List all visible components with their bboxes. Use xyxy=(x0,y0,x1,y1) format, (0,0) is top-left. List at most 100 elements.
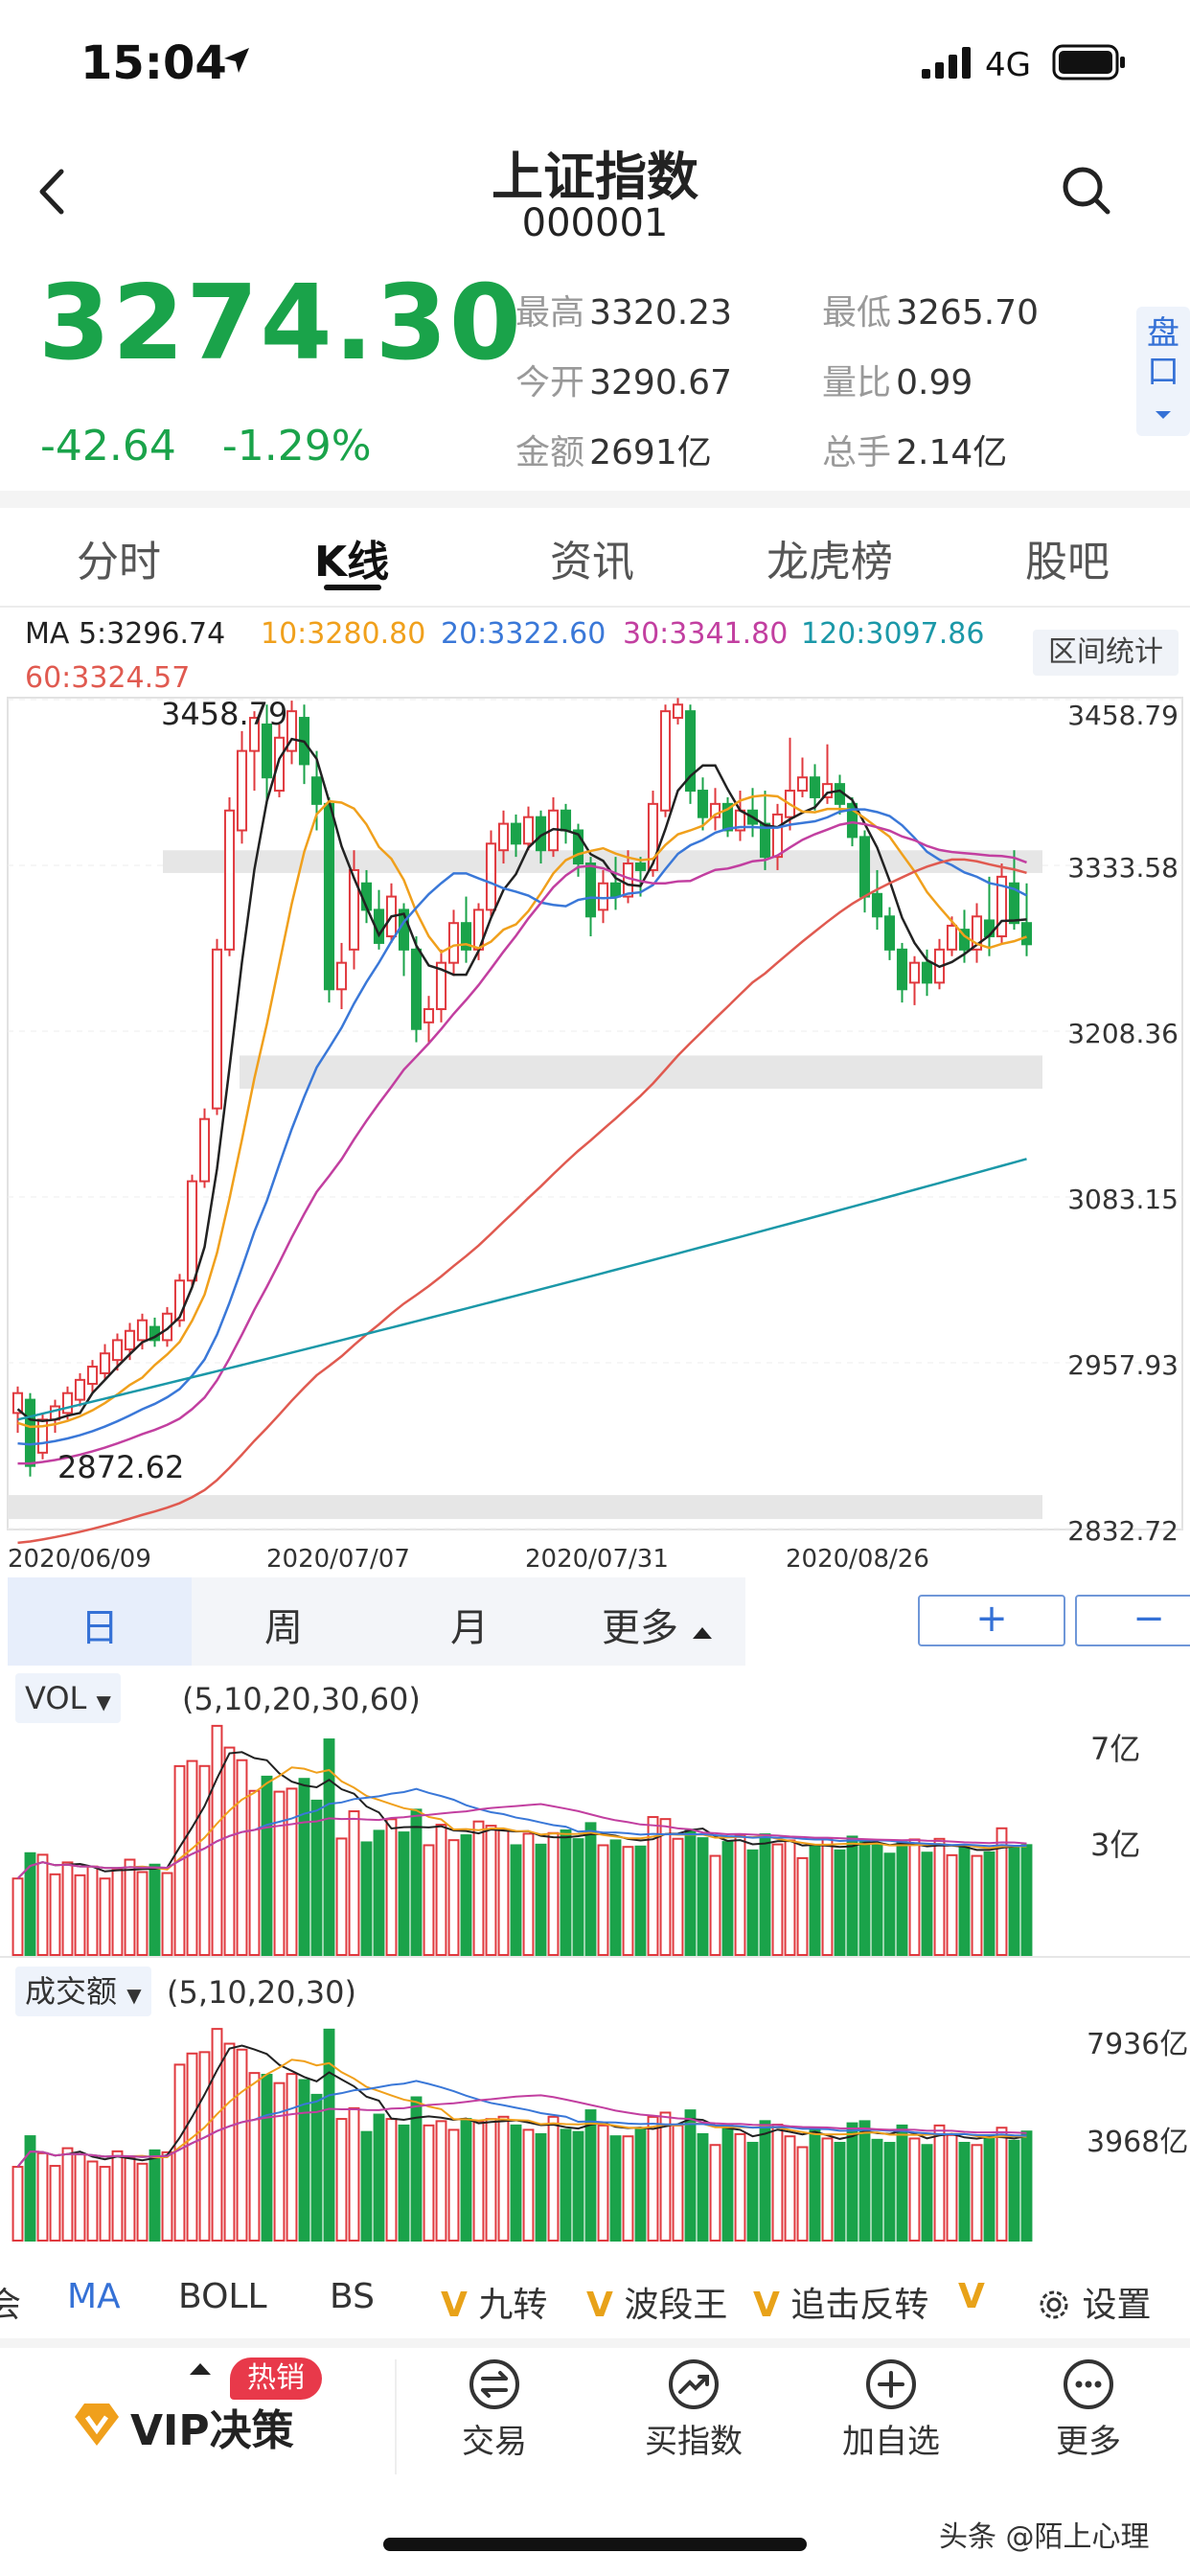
amount-bar xyxy=(136,2162,149,2242)
period-day-tab[interactable]: 日 xyxy=(80,1606,119,1650)
volume-bar xyxy=(771,1843,784,1956)
gear-icon xyxy=(1040,2290,1068,2319)
vol-indicator-select[interactable]: VOL ▼ xyxy=(15,1673,121,1723)
indicator-boll[interactable]: BOLL xyxy=(178,2277,267,2316)
range-stats-button[interactable]: 区间统计 xyxy=(1033,630,1179,676)
search-button[interactable] xyxy=(1054,158,1121,225)
period-week-tab[interactable]: 周 xyxy=(264,1606,303,1650)
amount-bar xyxy=(597,2124,609,2242)
amount-bar xyxy=(323,2028,335,2242)
volume-bar xyxy=(1008,1847,1020,1956)
amount-bar xyxy=(771,2124,784,2242)
settings-button[interactable]: 设置 xyxy=(1037,2277,1151,2327)
location-arrow-icon xyxy=(224,48,249,73)
amount-bar xyxy=(746,2141,759,2242)
volume-bar xyxy=(1020,1844,1033,1956)
candle-down xyxy=(560,809,572,832)
volume-bar xyxy=(423,1844,435,1956)
indicator-ma[interactable]: MA xyxy=(67,2277,121,2316)
amount-bar xyxy=(124,2156,136,2242)
amount-bar xyxy=(709,2144,721,2242)
buy-index-button[interactable]: 买指数 xyxy=(598,2358,790,2482)
volume-bar xyxy=(161,1872,173,1956)
pankou-button[interactable]: 盘口 xyxy=(1136,307,1190,436)
candle-up xyxy=(111,1339,124,1362)
volume-bar xyxy=(111,1868,124,1956)
indicator-jiuzhuan[interactable]: V 九转 xyxy=(441,2286,548,2325)
candle-up xyxy=(971,915,983,951)
amount-bar xyxy=(211,2028,223,2242)
amount-bar xyxy=(111,2150,124,2242)
vip-decision-button[interactable]: 热销 VIP决策 xyxy=(57,2338,383,2482)
volume-bar xyxy=(883,1852,896,1956)
candle-up xyxy=(173,1279,186,1322)
volume-ma-line xyxy=(16,1766,1027,1879)
home-indicator[interactable] xyxy=(383,2538,807,2551)
more-label: 更多 xyxy=(1056,2423,1121,2461)
amount-bar xyxy=(447,2128,460,2242)
amount-bar xyxy=(460,2118,472,2242)
amount-bar xyxy=(697,2132,709,2242)
candle-up xyxy=(497,822,510,852)
candle-up xyxy=(198,1117,211,1183)
tab-news[interactable]: 资讯 xyxy=(550,538,634,586)
candle-down xyxy=(697,790,709,818)
amount-bar xyxy=(286,2073,298,2242)
add-watchlist-button[interactable]: 加自选 xyxy=(795,2358,987,2482)
candle-down xyxy=(684,710,697,793)
tab-guba[interactable]: 股吧 xyxy=(1025,538,1110,586)
chevron-left-icon xyxy=(39,169,64,215)
volume-bar xyxy=(995,1827,1008,1956)
indicator-item[interactable]: 会 xyxy=(0,2286,22,2325)
more-button[interactable]: 更多 xyxy=(993,2358,1184,2482)
amount-bar xyxy=(385,2118,398,2242)
amount-bar xyxy=(584,2109,597,2242)
volume-bar xyxy=(535,1843,547,1956)
volume-bar xyxy=(136,1871,149,1956)
x-tick-label: 2020/06/09 xyxy=(8,1545,151,1572)
candle-down xyxy=(24,1398,36,1467)
search-icon xyxy=(1063,167,1110,215)
candle-up xyxy=(223,809,236,951)
amount-bar xyxy=(721,2124,734,2242)
volume-bar xyxy=(99,1877,111,1956)
candle-up xyxy=(99,1352,111,1374)
period-month-tab[interactable]: 月 xyxy=(450,1606,489,1650)
volume-bar xyxy=(659,1818,672,1956)
indicator-zhuijifanzhuan[interactable]: V 追击反转 xyxy=(753,2286,929,2325)
period-more-tab[interactable]: 更多 xyxy=(602,1597,714,1652)
amount-bar xyxy=(933,2124,946,2242)
volume-bar xyxy=(348,1810,360,1956)
amount-indicator-select[interactable]: 成交额 ▼ xyxy=(15,1966,151,2016)
indicator-boduanwang[interactable]: V 波段王 xyxy=(586,2286,728,2325)
volume-bar xyxy=(709,1854,721,1956)
trade-button[interactable]: 交易 xyxy=(399,2358,590,2482)
back-button[interactable] xyxy=(27,158,84,225)
candle-up xyxy=(423,1008,435,1024)
volume-bar xyxy=(871,1843,883,1956)
tab-kline[interactable]: K线 xyxy=(314,538,390,586)
amount-bar xyxy=(908,2137,921,2242)
volume-bar xyxy=(286,1787,298,1957)
chart-frame xyxy=(7,697,1183,1530)
vip-v-icon: V xyxy=(586,2286,613,2325)
indicator-bs[interactable]: BS xyxy=(330,2277,375,2316)
amount-bar xyxy=(273,2082,286,2242)
amount-bar xyxy=(672,2124,684,2242)
tab-longhubang[interactable]: 龙虎榜 xyxy=(767,538,893,586)
candle-down xyxy=(858,836,871,898)
amount-bar xyxy=(99,2166,111,2242)
kline-chart[interactable]: 3458.79 3333.58 3208.36 3083.15 2957.93 2832.… xyxy=(0,690,1190,1572)
volume-bar xyxy=(784,1839,796,1956)
zoom-in-button[interactable]: + xyxy=(918,1595,1065,1646)
tab-fenshi[interactable]: 分时 xyxy=(77,538,161,586)
zoom-out-button[interactable]: − xyxy=(1075,1595,1190,1646)
buy-index-label: 买指数 xyxy=(645,2423,743,2461)
candle-up xyxy=(485,842,497,911)
volume-bar xyxy=(373,1829,385,1956)
candle-up xyxy=(136,1319,149,1342)
volume-bar xyxy=(273,1790,286,1956)
signal-icon xyxy=(922,47,971,79)
amount-bar xyxy=(435,2120,447,2242)
indicator-v-more[interactable]: V xyxy=(958,2277,985,2316)
